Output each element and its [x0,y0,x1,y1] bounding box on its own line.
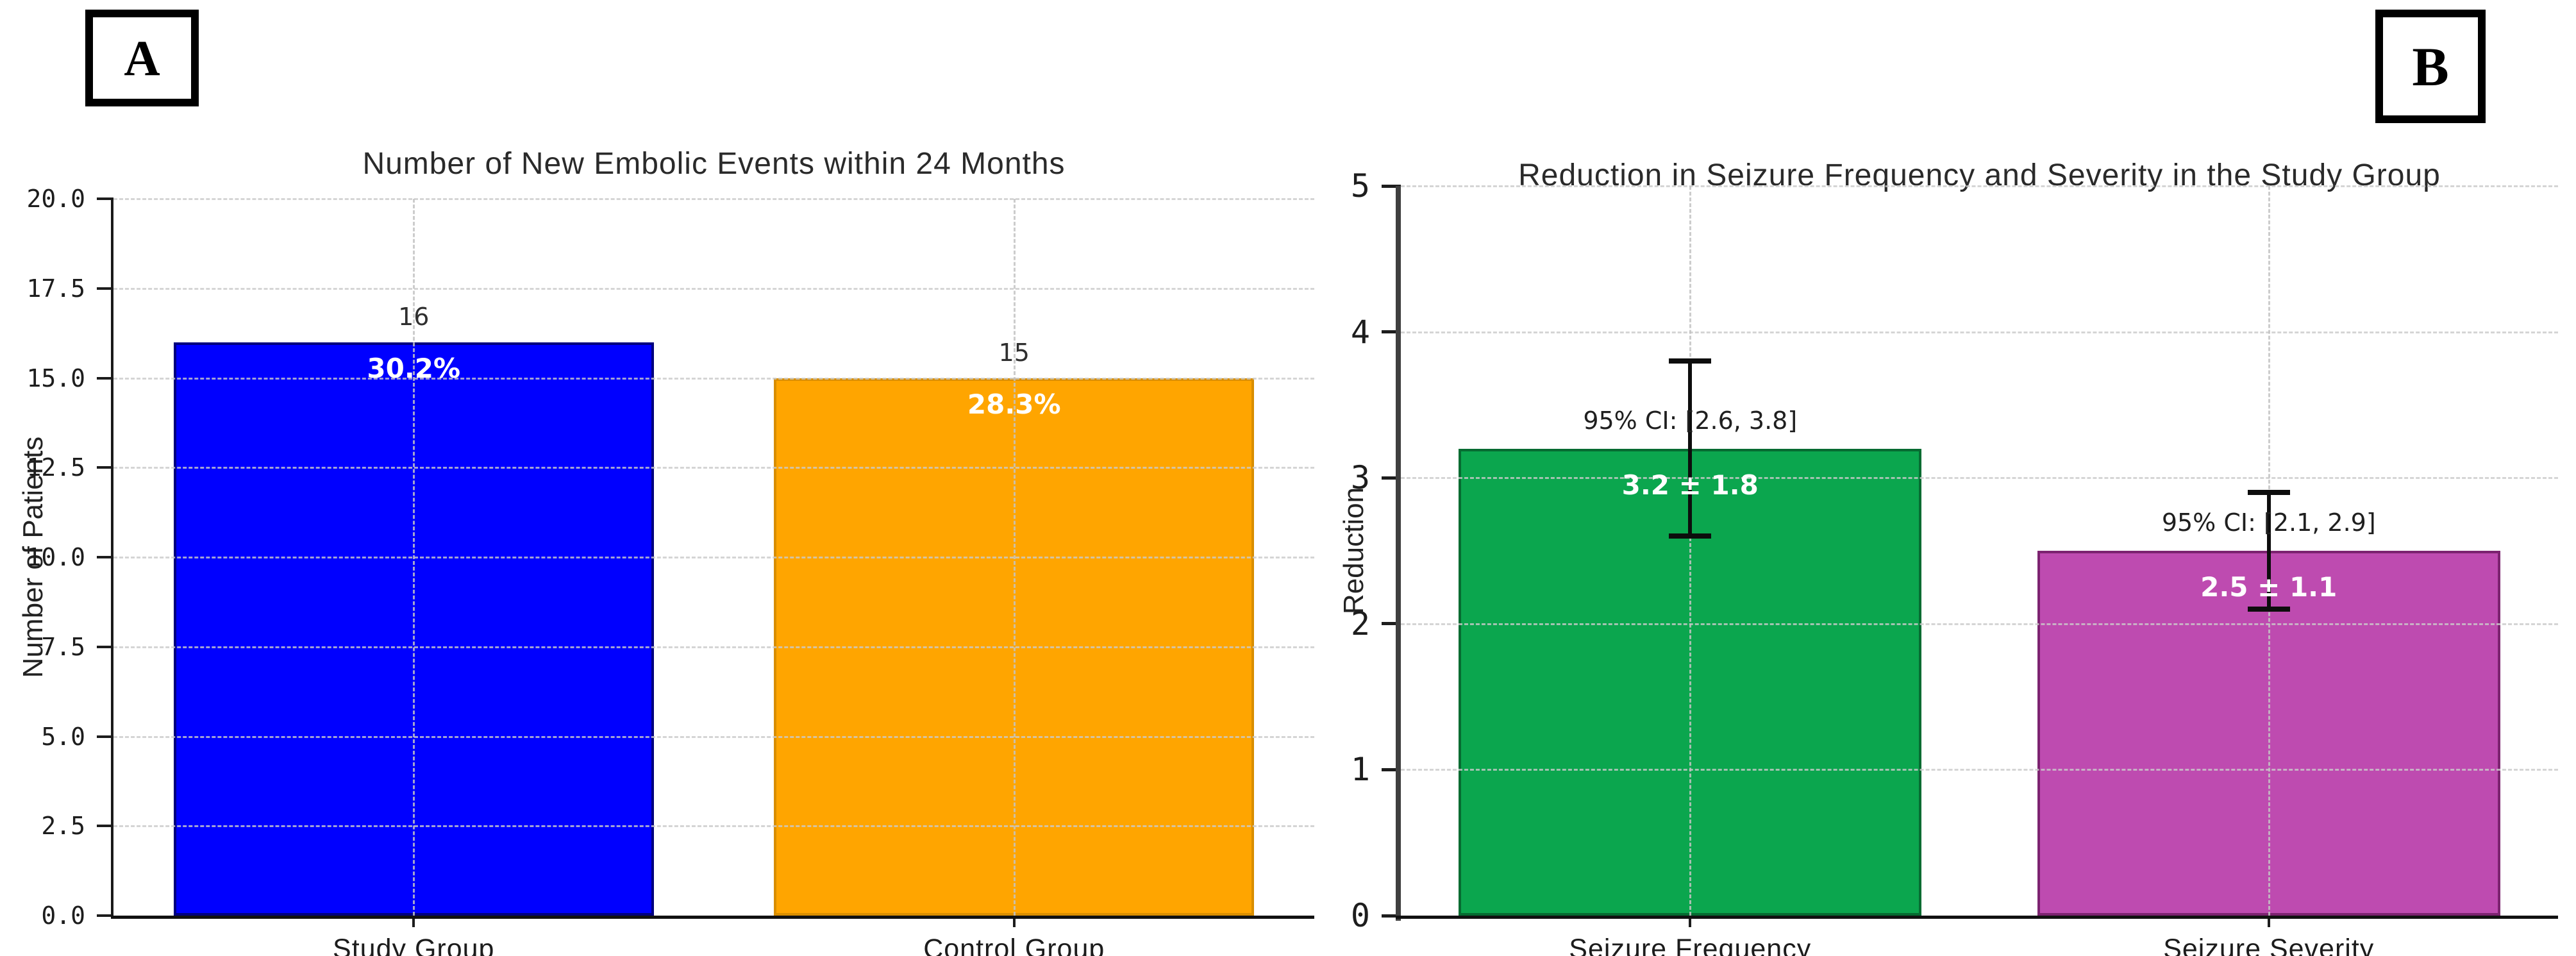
x-tick-mark [412,916,415,927]
bar-value-label: 2.5 ± 1.1 [2200,571,2338,603]
y-tick-label: 0 [1350,897,1370,934]
y-tick-mark [1382,767,1401,771]
y-tick-mark [97,287,113,290]
y-tick-label: 15.0 [26,364,85,392]
confidence-interval-label: 95% CI: [2.1, 2.9] [2161,508,2376,537]
y-tick-label: 7.5 [41,632,85,661]
x-gridline [1013,199,1016,916]
x-gridline [1689,186,1692,916]
y-gridline [113,287,1314,290]
y-tick-mark [1382,476,1401,480]
y-axis-spine [111,199,113,918]
bar-count-label: 16 [398,302,430,331]
y-gridline [1401,769,2558,771]
y-tick-mark [97,825,113,828]
y-tick-mark [1382,914,1401,918]
confidence-interval-label: 95% CI: [2.6, 3.8] [1583,406,1798,435]
x-tick-mark [1689,916,1692,927]
error-bar-line [2266,492,2271,610]
y-gridline [1401,623,2558,625]
y-tick-label: 3 [1350,459,1370,497]
y-gridline [113,557,1314,558]
error-bar-cap [2247,489,2290,495]
y-tick-mark [1382,184,1401,188]
y-tick-mark [97,645,113,648]
x-category-label: Seizure Frequency [1569,934,1812,956]
y-gridline [113,377,1314,380]
y-tick-label: 5.0 [41,722,85,751]
y-gridline [1401,185,2558,187]
y-gridline [113,735,1314,738]
y-tick-mark [1382,622,1401,626]
y-tick-label: 17.5 [26,274,85,303]
x-tick-mark [1012,916,1016,927]
y-tick-label: 12.5 [26,453,85,482]
y-tick-mark [97,376,113,380]
y-gridline [113,467,1314,469]
y-tick-mark [1382,330,1401,334]
error-bar-line [1688,361,1693,537]
chart-a-title: Number of New Embolic Events within 24 M… [362,147,1066,181]
y-tick-mark [97,556,113,558]
error-bar-cap [1669,533,1712,539]
y-tick-label: 2 [1350,605,1370,642]
x-category-label: Seizure Severity [2163,934,2375,956]
y-tick-label: 0.0 [41,901,85,930]
y-gridline [113,198,1314,200]
y-tick-label: 4 [1350,313,1370,351]
bar-percent-label: 30.2% [367,352,461,384]
bar-percent-label: 28.3% [967,388,1061,420]
y-gridline [113,646,1314,648]
x-axis-spine [1396,916,2558,919]
x-category-label: Study Group [333,934,495,956]
y-tick-label: 5 [1350,167,1370,205]
y-axis-spine [1396,186,1401,921]
y-tick-mark [97,197,113,200]
panel-b-letter: B [2412,35,2449,97]
y-gridline [1401,477,2558,480]
y-tick-mark [97,735,113,738]
y-tick-label: 2.5 [41,812,85,841]
y-tick-mark [97,466,113,469]
y-tick-mark [97,914,113,917]
bar-count-label: 15 [998,338,1030,367]
x-gridline [413,199,415,916]
panel-b-letter-box: B [2375,10,2486,123]
error-bar-cap [1669,358,1712,364]
x-category-label: Control Group [923,934,1105,956]
panel-a-letter-box: A [85,10,199,106]
y-tick-label: 1 [1350,751,1370,789]
y-tick-label: 20.0 [26,185,85,213]
error-bar-cap [2247,607,2290,612]
chart-b-ylabel: Reduction [1338,487,1369,615]
y-tick-label: 10.0 [26,543,85,571]
panel-a-letter: A [124,29,160,86]
x-tick-mark [2267,916,2270,927]
bar-value-label: 3.2 ± 1.8 [1621,469,1759,501]
x-axis-spine [111,916,1314,919]
chart-b-title: Reduction in Seizure Frequency and Sever… [1518,158,2441,192]
y-gridline [1401,331,2558,333]
y-gridline [113,825,1314,828]
